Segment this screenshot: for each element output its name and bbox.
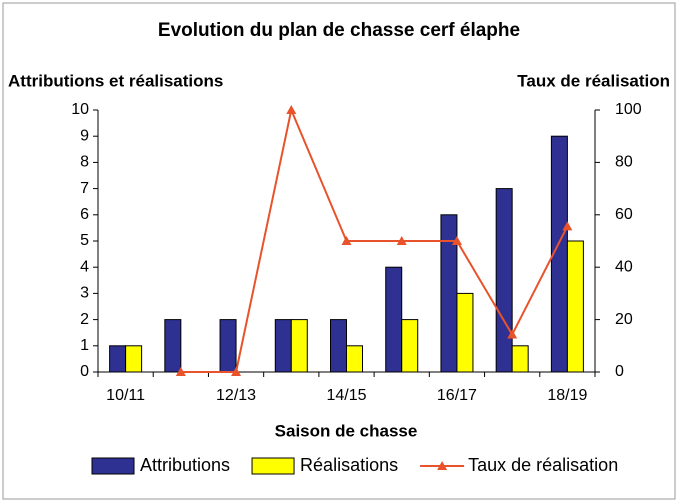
x-tick-label: 10/11 — [106, 387, 145, 404]
y2-tick-label: 60 — [615, 206, 633, 223]
bar — [346, 345, 363, 373]
y2-tick-label: 80 — [615, 154, 633, 171]
bar — [219, 319, 237, 373]
y2-tick-label: 100 — [615, 101, 642, 118]
y-tick-label: 3 — [80, 285, 89, 302]
bar — [290, 319, 308, 373]
y-tick-label: 8 — [80, 154, 89, 171]
marker — [175, 367, 186, 376]
x-tick-label: 18/19 — [547, 387, 587, 404]
y-tick-label: 1 — [80, 337, 89, 354]
y-tick-label: 10 — [71, 101, 89, 118]
bar — [440, 214, 458, 373]
line — [180, 106, 569, 373]
legend-swatch — [91, 457, 135, 475]
y-tick-label: 4 — [80, 258, 89, 275]
marker — [507, 329, 518, 339]
x-tick-label: 16/17 — [437, 387, 477, 404]
y-tick-label: 9 — [80, 127, 89, 144]
y-tick-label: 5 — [80, 232, 89, 249]
bar — [164, 319, 182, 373]
y-tick-label: 6 — [80, 206, 89, 223]
bar — [401, 319, 419, 373]
marker — [451, 236, 462, 245]
marker — [341, 236, 352, 245]
bar — [495, 188, 513, 373]
bar — [511, 345, 529, 373]
legend-label: Réalisations — [300, 455, 398, 475]
bar — [274, 319, 292, 373]
bar — [566, 240, 584, 373]
bar — [109, 345, 127, 373]
marker — [562, 221, 573, 231]
legend-label: Attributions — [140, 455, 230, 475]
y2-tick-label: 40 — [615, 258, 633, 275]
bar — [125, 345, 143, 373]
legend-label: Taux de réalisation — [468, 455, 618, 475]
y-tick-label: 2 — [80, 311, 89, 328]
legend-marker — [437, 461, 448, 470]
bar — [385, 266, 403, 373]
x-axis-title: Saison de chasse — [275, 421, 418, 440]
x-tick-label: 12/13 — [216, 387, 256, 404]
x-tick-label: 14/15 — [326, 387, 366, 404]
marker — [231, 367, 242, 376]
marker — [396, 236, 407, 245]
y2-tick-label: 0 — [615, 363, 624, 380]
y2-axis-title: Taux de réalisation — [517, 71, 670, 90]
y2-tick-label: 20 — [615, 311, 633, 328]
bar — [456, 292, 474, 373]
y-tick-label: 7 — [80, 180, 89, 197]
marker — [286, 105, 297, 114]
y-tick-label: 0 — [80, 363, 89, 380]
legend-swatch — [251, 457, 295, 475]
chart-title: Evolution du plan de chasse cerf élaphe — [158, 20, 520, 41]
bar — [330, 319, 347, 373]
y-axis-title: Attributions et réalisations — [8, 71, 223, 90]
